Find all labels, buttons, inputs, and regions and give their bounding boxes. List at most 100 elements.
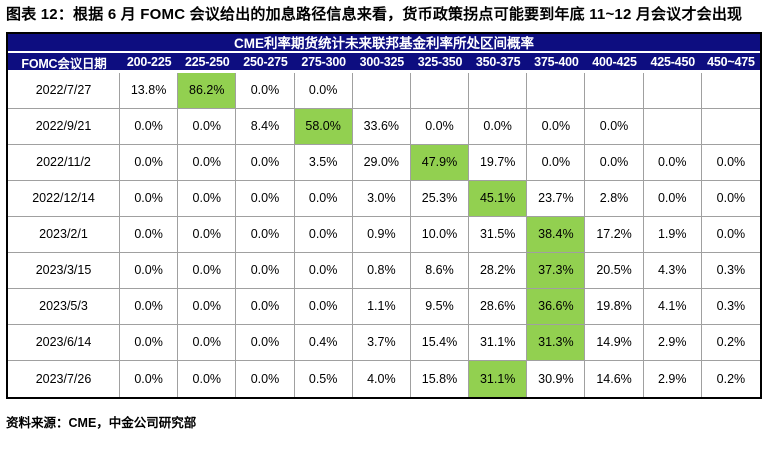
prob-cell: 20.5%: [585, 252, 644, 289]
prob-cell-highlighted: 36.6%: [527, 288, 586, 325]
prob-cell: 0.0%: [178, 144, 237, 181]
prob-cell: 0.0%: [120, 180, 179, 217]
prob-cell: [701, 72, 760, 109]
prob-cell: 25.3%: [410, 180, 470, 217]
prob-cell: 3.7%: [352, 324, 411, 361]
prob-cell: 0.2%: [701, 324, 760, 361]
prob-cell: 0.8%: [352, 252, 411, 289]
column-header-450~475: 450~475: [707, 55, 755, 69]
prob-cell: 23.7%: [527, 180, 586, 217]
date-cell: 2023/7/26: [8, 360, 120, 397]
prob-cell-highlighted: 86.2%: [178, 72, 237, 109]
prob-cell: 0.0%: [178, 108, 237, 145]
prob-cell: 17.2%: [585, 216, 644, 253]
column-header-250-275: 250-275: [243, 55, 288, 69]
date-cell: 2023/6/14: [8, 324, 120, 361]
prob-cell: 0.0%: [643, 144, 702, 181]
prob-cell: 4.1%: [643, 288, 702, 325]
table-row: 2022/11/2 0.0% 0.0% 0.0% 3.5% 29.0% 47.9% 19.7%…: [8, 144, 760, 181]
prob-cell: 1.1%: [352, 288, 411, 325]
date-cell: 2022/7/27: [8, 72, 120, 109]
prob-cell-highlighted: 58.0%: [294, 108, 353, 145]
prob-cell: 0.0%: [236, 252, 295, 289]
prob-cell: [352, 72, 411, 109]
prob-cell: 14.9%: [585, 324, 644, 361]
prob-cell: 0.0%: [527, 108, 586, 145]
prob-cell: 0.0%: [178, 360, 237, 397]
prob-cell-highlighted: 37.3%: [527, 252, 586, 289]
prob-cell: 0.0%: [120, 252, 179, 289]
prob-cell: 0.0%: [236, 72, 295, 109]
prob-cell: 0.0%: [120, 144, 179, 181]
prob-cell: 0.0%: [236, 144, 295, 181]
prob-cell: 0.0%: [701, 180, 760, 217]
prob-cell: 28.6%: [469, 288, 528, 325]
column-header-275-300: 275-300: [301, 55, 346, 69]
table-column-headers: FOMC会议日期 200-225 225-250 250-275 275-300 300…: [8, 52, 760, 73]
column-header-200-225: 200-225: [126, 55, 172, 69]
prob-cell: 31.1%: [469, 324, 528, 361]
prob-cell: 0.0%: [236, 288, 295, 325]
prob-cell: 0.0%: [178, 180, 237, 217]
prob-cell: 0.0%: [294, 252, 353, 289]
prob-cell: 15.4%: [410, 324, 470, 361]
table-row: 2023/3/15 0.0% 0.0% 0.0% 0.0% 0.8% 8.6% 28.2% 37…: [8, 252, 760, 289]
column-header-425-450: 425-450: [650, 55, 695, 69]
prob-cell-highlighted: 47.9%: [410, 144, 470, 181]
prob-cell: [469, 72, 528, 109]
prob-cell: 0.0%: [410, 108, 470, 145]
date-cell: 2023/2/1: [8, 216, 120, 253]
prob-cell: [701, 108, 760, 145]
prob-cell: 33.6%: [352, 108, 411, 145]
probability-table: CME利率期货统计未来联邦基金利率所处区间概率 FOMC会议日期 200-225…: [6, 31, 762, 399]
prob-cell: 0.0%: [178, 324, 237, 361]
prob-cell: 0.5%: [294, 360, 353, 397]
table-row: 2022/9/21 0.0% 0.0% 8.4% 58.0% 33.6% 0.0% 0.0% 0…: [8, 108, 760, 145]
table-row: 2023/5/3 0.0% 0.0% 0.0% 0.0% 1.1% 9.5% 28.6% 36.…: [8, 288, 760, 325]
prob-cell: 0.0%: [120, 288, 179, 325]
prob-cell-highlighted: 31.3%: [527, 324, 586, 361]
column-header-400-425: 400-425: [592, 55, 637, 69]
prob-cell: 0.0%: [294, 72, 353, 109]
table-row: 2023/7/26 0.0% 0.0% 0.0% 0.5% 4.0% 15.8% 31.1% 3…: [8, 360, 760, 397]
figure-title: 图表 12：根据 6 月 FOMC 会议给出的加息路径信息来看，货币政策拐点可能…: [6, 6, 743, 23]
prob-cell: 0.0%: [236, 360, 295, 397]
column-header-325-350: 325-350: [417, 55, 463, 69]
prob-cell: 15.8%: [410, 360, 470, 397]
prob-cell: 0.0%: [294, 216, 353, 253]
date-cell: 2023/5/3: [8, 288, 120, 325]
prob-cell: 0.0%: [236, 324, 295, 361]
prob-cell: 0.0%: [527, 144, 586, 181]
prob-cell: 0.0%: [585, 108, 644, 145]
prob-cell: 3.5%: [294, 144, 353, 181]
table-row: 2022/12/14 0.0% 0.0% 0.0% 0.0% 3.0% 25.3% 45.1%…: [8, 180, 760, 217]
prob-cell: 0.9%: [352, 216, 411, 253]
report-figure: 图表 12：根据 6 月 FOMC 会议给出的加息路径信息来看，货币政策拐点可能…: [6, 6, 762, 430]
prob-cell: 1.9%: [643, 216, 702, 253]
prob-cell: 31.5%: [469, 216, 528, 253]
prob-cell: 13.8%: [120, 72, 179, 109]
column-header-date: FOMC会议日期: [21, 56, 107, 71]
prob-cell: 0.3%: [701, 288, 760, 325]
table-row: 2023/6/14 0.0% 0.0% 0.0% 0.4% 3.7% 15.4% 31.1% 3…: [8, 324, 760, 361]
prob-cell: 4.0%: [352, 360, 411, 397]
prob-cell: 8.4%: [236, 108, 295, 145]
prob-cell: 3.0%: [352, 180, 411, 217]
prob-cell: 0.0%: [178, 216, 237, 253]
prob-cell: 0.0%: [178, 252, 237, 289]
prob-cell: 19.7%: [469, 144, 528, 181]
prob-cell: 14.6%: [585, 360, 644, 397]
prob-cell: 0.0%: [701, 144, 760, 181]
prob-cell: 10.0%: [410, 216, 470, 253]
prob-cell-highlighted: 31.1%: [469, 360, 528, 397]
prob-cell: [585, 72, 644, 109]
prob-cell: 0.0%: [585, 144, 644, 181]
column-header-300-325: 300-325: [359, 55, 405, 69]
prob-cell: 8.6%: [410, 252, 470, 289]
table-row: 2022/7/27 13.8% 86.2% 0.0% 0.0%: [8, 72, 760, 109]
prob-cell: 0.0%: [701, 216, 760, 253]
date-cell: 2023/3/15: [8, 252, 120, 289]
prob-cell: 0.0%: [120, 108, 179, 145]
prob-cell: 0.4%: [294, 324, 353, 361]
prob-cell: 0.0%: [294, 180, 353, 217]
